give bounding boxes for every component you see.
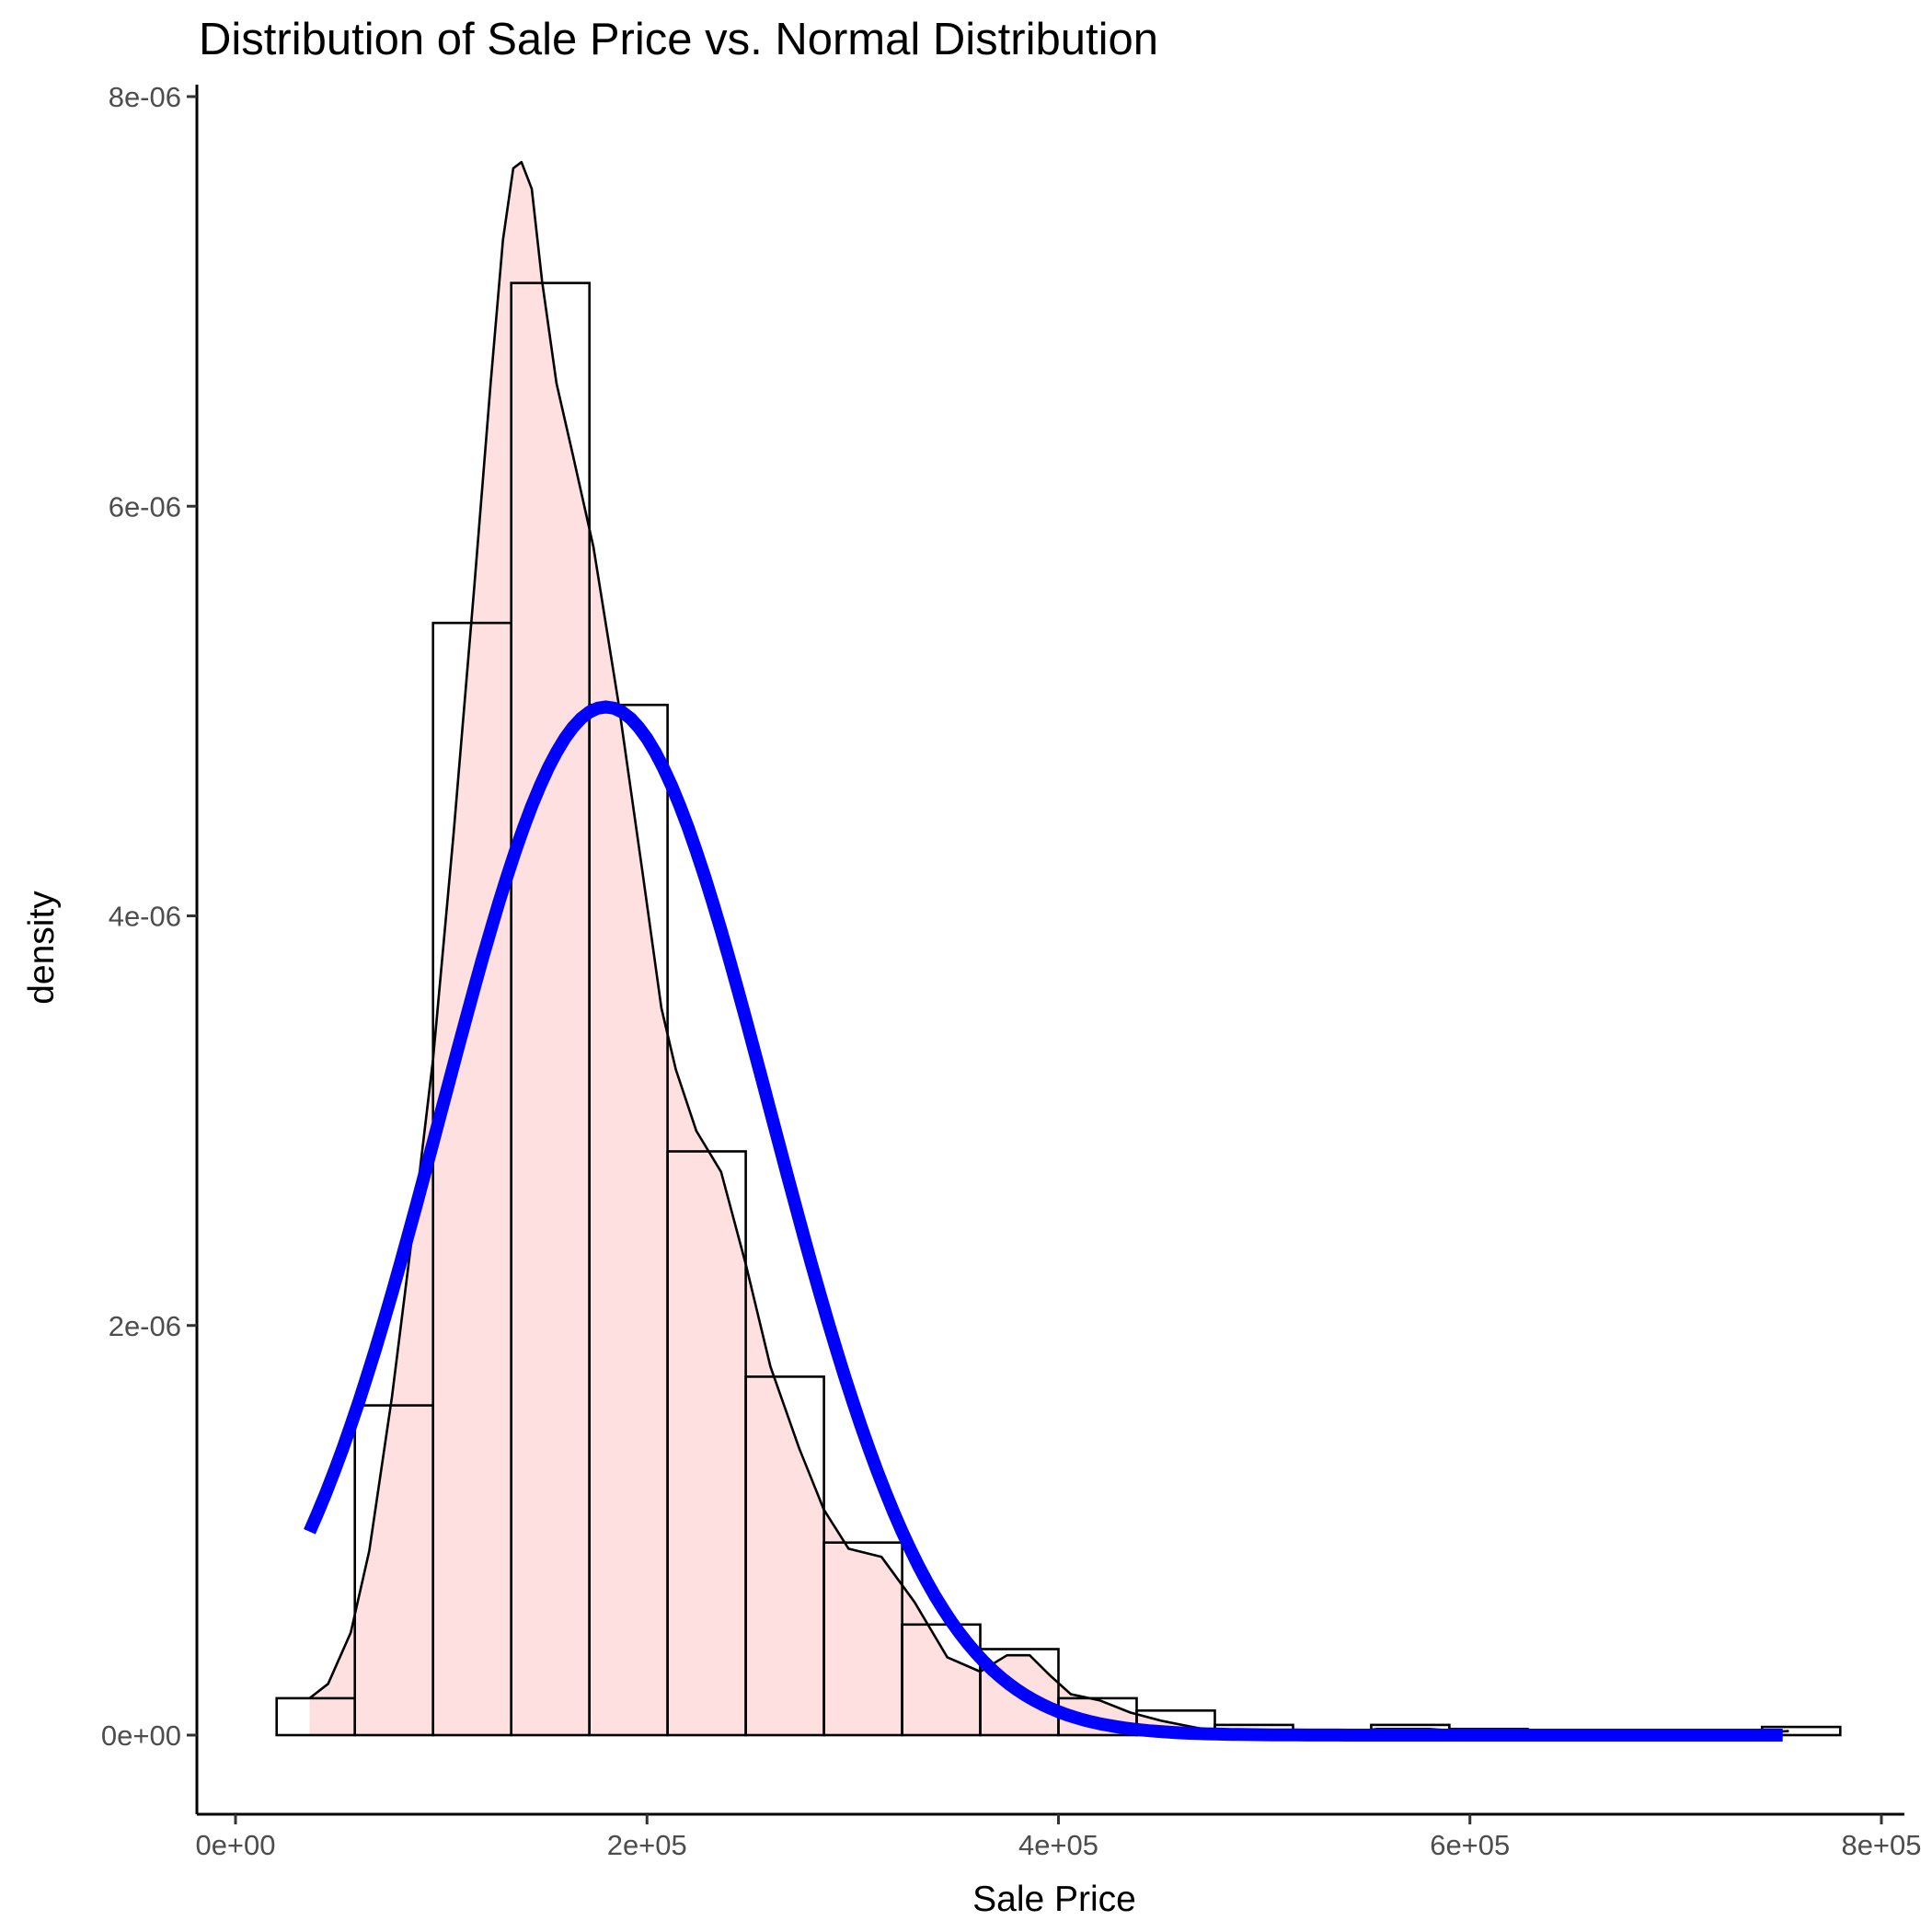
y-tick-label: 2e-06 xyxy=(109,1310,181,1342)
x-tick-label: 6e+05 xyxy=(1430,1829,1510,1861)
histogram-bar xyxy=(979,1648,1060,1737)
axes: 0e+00 2e+05 4e+05 6e+05 8e+05 0e+00 2e-06 4e-06… xyxy=(101,81,1922,1861)
x-tick-label: 0e+00 xyxy=(195,1829,275,1861)
x-tick-label: 4e+05 xyxy=(1018,1829,1098,1861)
density-area xyxy=(309,162,1789,1736)
normal-curve xyxy=(304,700,1783,1742)
x-axis-title: Sale Price xyxy=(972,1880,1136,1919)
y-tick-label: 6e-06 xyxy=(109,490,181,523)
chart-title: Distribution of Sale Price vs. Normal Di… xyxy=(199,15,1158,64)
y-tick-label: 0e+00 xyxy=(101,1719,181,1752)
normal-curve-layer xyxy=(304,700,1783,1742)
density-fill-layer xyxy=(309,162,1789,1736)
x-tick-label: 2e+05 xyxy=(607,1829,687,1861)
y-axis-title: density xyxy=(22,891,62,1005)
x-tick-label: 8e+05 xyxy=(1841,1829,1921,1861)
y-tick-label: 8e-06 xyxy=(109,81,181,113)
histogram-bars xyxy=(275,282,1842,1737)
y-tick-label: 4e-06 xyxy=(109,901,181,933)
